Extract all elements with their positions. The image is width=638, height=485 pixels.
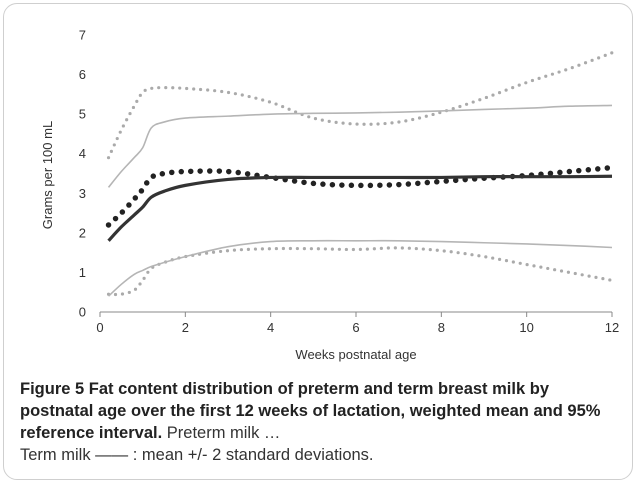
x-axis-label: Weeks postnatal age: [295, 347, 416, 362]
x-tick-label: 4: [267, 320, 274, 335]
figure-caption: Figure 5 Fat content distribution of pre…: [20, 378, 620, 466]
caption-preterm-text: Preterm milk …: [166, 424, 281, 442]
y-tick-label: 4: [79, 146, 86, 161]
x-tick-label: 2: [182, 320, 189, 335]
series-line-term-upper: [107, 104, 613, 188]
caption-title: Figure 5 Fat content distribution of pre…: [20, 380, 601, 442]
y-tick-label: 3: [79, 186, 86, 201]
y-axis-label: Grams per 100 mL: [40, 121, 55, 229]
caption-term-text: Term milk —— : mean +/- 2 standard devia…: [20, 446, 374, 464]
y-tick-label: 6: [79, 67, 86, 82]
y-tick-label: 0: [79, 305, 86, 320]
y-tick-label: 7: [79, 28, 86, 43]
y-tick-label: 5: [79, 107, 86, 122]
series-line-preterm-lower: [106, 246, 614, 297]
x-tick-label: 12: [605, 320, 619, 335]
chart-series: [105, 51, 615, 297]
x-tick-label: 10: [519, 320, 533, 335]
series-line-preterm-mean: [105, 164, 615, 228]
x-tick-label: 0: [96, 320, 103, 335]
x-tick-label: 6: [352, 320, 359, 335]
y-tick-label: 2: [79, 225, 86, 240]
x-tick-label: 8: [438, 320, 445, 335]
series-line-preterm-upper: [106, 51, 614, 160]
series-line-term-mean: [107, 174, 613, 242]
y-tick-label: 1: [79, 265, 86, 280]
series-line-term-lower: [107, 239, 613, 297]
